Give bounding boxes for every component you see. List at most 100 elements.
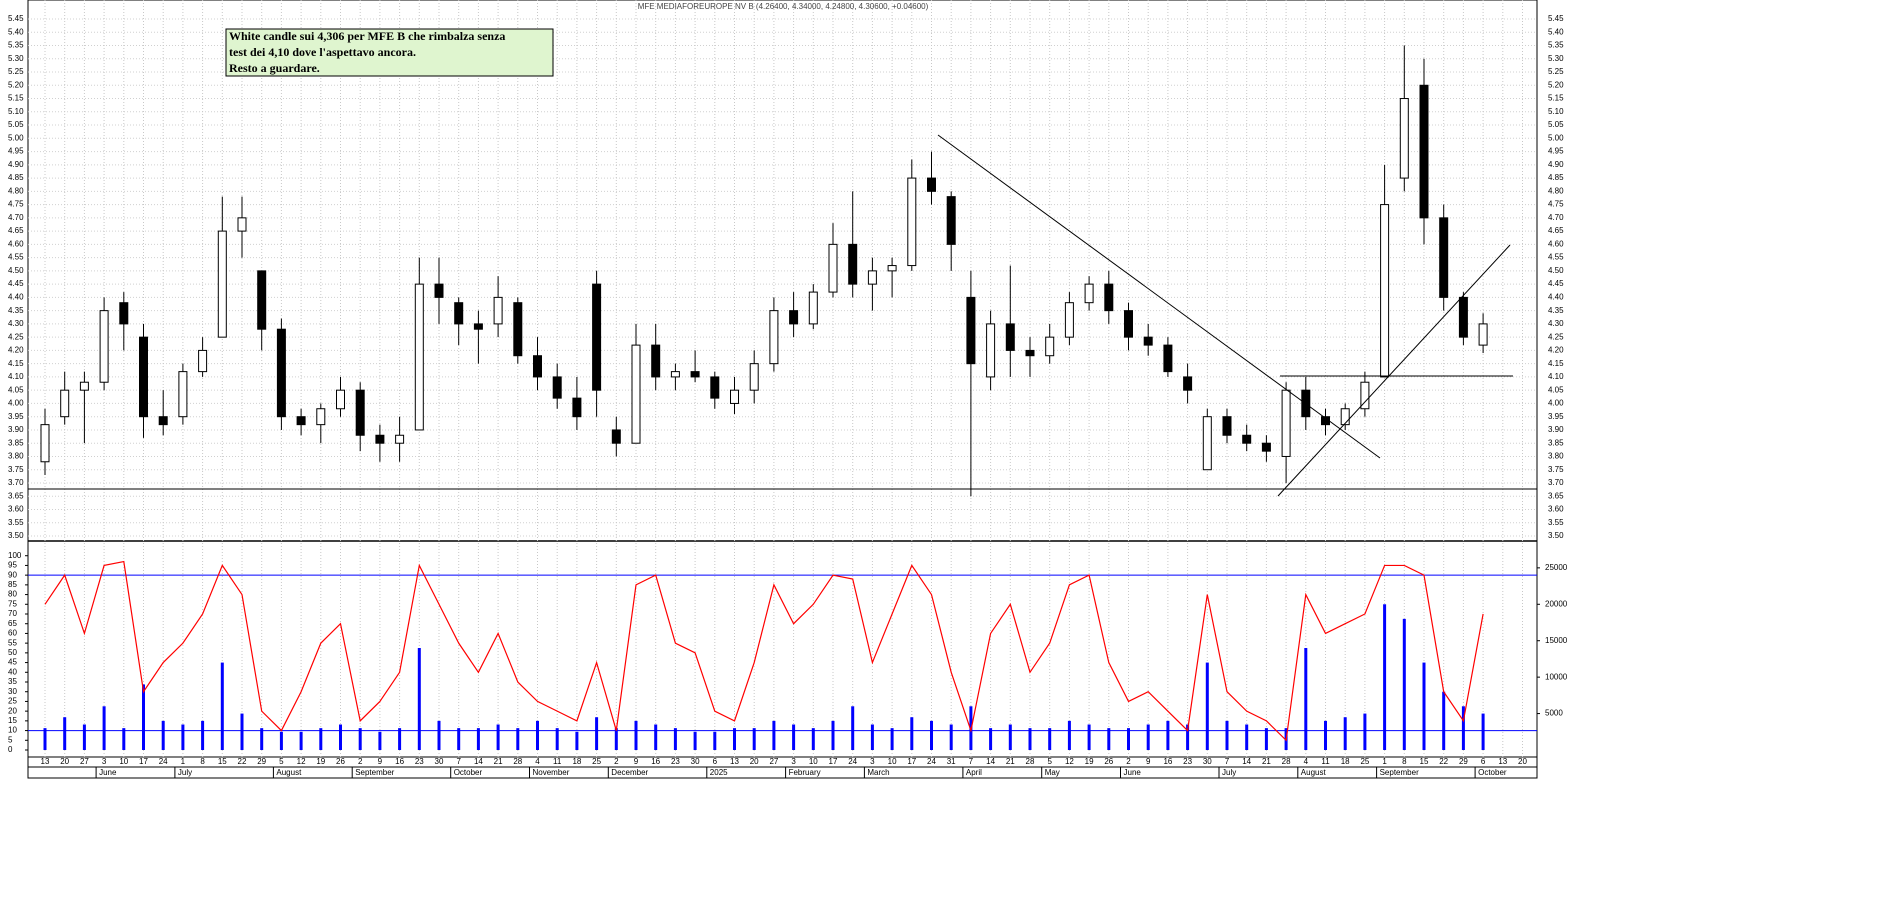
- x-tick-label: 25: [592, 757, 601, 766]
- x-tick-label: 22: [238, 757, 247, 766]
- volume-bar: [930, 720, 933, 750]
- x-tick-label: 25: [1360, 757, 1369, 766]
- volume-bar: [476, 728, 480, 750]
- volume-bar: [851, 706, 855, 750]
- volume-bar: [339, 724, 342, 750]
- candle-body: [867, 270, 877, 285]
- volume-bar: [752, 728, 756, 750]
- y-tick-label: 85: [8, 580, 17, 589]
- volume-bar: [792, 724, 796, 750]
- candle-body: [611, 429, 621, 444]
- x-tick-label: 8: [1402, 757, 1407, 766]
- y-tick-label: 45: [8, 658, 17, 667]
- x-tick-label: 6: [1481, 757, 1486, 766]
- candle-body: [473, 323, 483, 330]
- candle-body: [99, 310, 109, 383]
- month-label: October: [1478, 768, 1507, 777]
- y-tick-label: 3.65: [1548, 491, 1564, 500]
- volume-bar: [1363, 713, 1367, 750]
- candle-body: [730, 389, 739, 404]
- x-tick-label: 4: [1304, 757, 1309, 766]
- x-tick-label: 9: [378, 757, 383, 766]
- y-tick-label: 5.25: [8, 67, 24, 76]
- x-tick-label: 18: [572, 757, 581, 766]
- x-tick-label: 19: [316, 757, 325, 766]
- x-tick-label: 10: [119, 757, 128, 766]
- y-tick-label: 3.80: [8, 452, 24, 461]
- candle-body: [1124, 310, 1133, 338]
- y-tick-label: 4.20: [8, 346, 24, 355]
- frame: [27, 0, 1538, 779]
- y-tick-label: 5.40: [8, 27, 24, 36]
- month-label: February: [789, 768, 821, 777]
- y-tick-label: 5.05: [1548, 120, 1564, 129]
- volume-bar: [1402, 618, 1406, 750]
- month-label: August: [276, 768, 302, 777]
- volume-bar: [1461, 706, 1465, 750]
- x-tick-label: 3: [870, 757, 875, 766]
- volume-bar: [614, 728, 618, 750]
- candle-body: [1084, 283, 1094, 304]
- candle-body: [414, 283, 424, 431]
- x-tick-label: 19: [1085, 757, 1094, 766]
- month-label: June: [99, 768, 117, 777]
- y-tick-label: 80: [8, 590, 17, 599]
- candle-body: [119, 302, 129, 325]
- x-tick-label: 24: [848, 757, 857, 766]
- y-tick-label: 5.10: [1548, 107, 1564, 116]
- volume-bar: [1383, 604, 1387, 750]
- x-tick-label: 9: [634, 757, 639, 766]
- candle-body: [1005, 323, 1015, 351]
- volume-bar: [1048, 728, 1052, 750]
- y-tick-label: 4.55: [1548, 253, 1564, 262]
- candle-body: [1261, 442, 1271, 452]
- y-tick-label: 3.85: [1548, 438, 1564, 447]
- x-tick-label: 3: [791, 757, 796, 766]
- x-tick-label: 20: [750, 757, 759, 766]
- volume-bar: [122, 728, 126, 750]
- x-tick-label: 2: [614, 757, 619, 766]
- volume-bar: [555, 728, 559, 750]
- volume-bar: [811, 728, 815, 750]
- candle-body: [690, 371, 700, 378]
- candle-body: [513, 302, 523, 357]
- volume-bar: [693, 731, 697, 750]
- y-tick-label: 30: [8, 687, 17, 696]
- candle-body: [1458, 296, 1468, 338]
- volume-bar: [831, 720, 835, 750]
- y-tick-label: 3.75: [1548, 465, 1564, 474]
- candle-body: [907, 177, 917, 267]
- x-tick-label: 22: [1439, 757, 1448, 766]
- volume-bar: [1324, 720, 1327, 750]
- candle-body: [158, 416, 168, 426]
- y-tick-label: 4.45: [8, 279, 24, 288]
- x-tick-label: 17: [829, 757, 838, 766]
- month-label: October: [454, 768, 483, 777]
- y-tick-label: 4.15: [8, 359, 24, 368]
- x-tick-label: 26: [336, 757, 345, 766]
- volume-bar: [595, 717, 599, 750]
- candle-body: [749, 363, 759, 391]
- y-tick-label: 3.55: [1548, 518, 1564, 527]
- y-tick-label: 4.50: [8, 266, 24, 275]
- x-tick-label: 12: [297, 757, 306, 766]
- candle-body: [533, 355, 542, 378]
- candle-body: [336, 389, 345, 410]
- volume-bar: [279, 731, 283, 750]
- y-tick-label: 10: [8, 726, 17, 735]
- candle-body: [1143, 336, 1153, 346]
- y-tick-label: 4.85: [8, 173, 24, 182]
- y-tick-label: 4.55: [8, 253, 24, 262]
- x-tick-label: 18: [1341, 757, 1350, 766]
- y-tick-label: 4.05: [1548, 385, 1564, 394]
- x-tick-label: 6: [713, 757, 718, 766]
- y-tick-label: 5.15: [1548, 94, 1564, 103]
- y-tick-label: 4.75: [1548, 200, 1564, 209]
- y-tick-label: 5.15: [8, 94, 24, 103]
- candle-body: [592, 283, 602, 391]
- candle-body: [552, 376, 562, 399]
- chart-title: MFE MEDIAFOREUROPE NV B (4.26400, 4.3400…: [638, 2, 929, 11]
- y-tick-label: 3.50: [1548, 531, 1564, 540]
- y-tick-label: 20: [8, 706, 17, 715]
